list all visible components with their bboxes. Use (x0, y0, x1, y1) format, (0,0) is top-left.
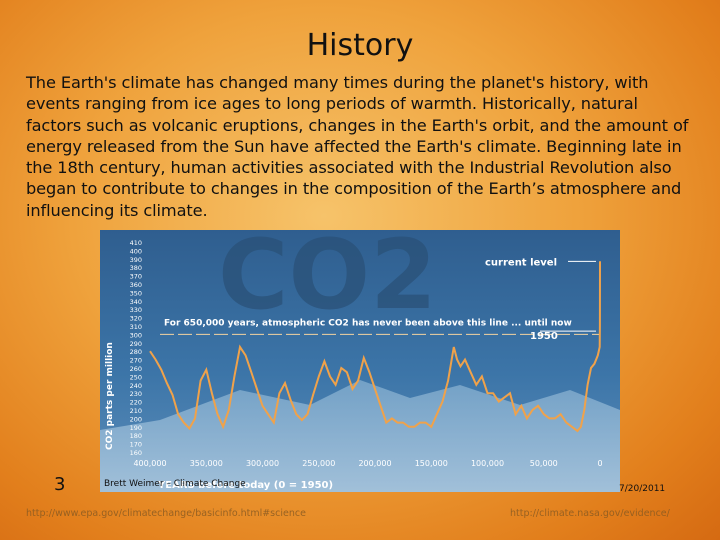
co2-history-chart: CO2 410 400 390 380 370 360 350 340 330 320 310 300… (100, 230, 620, 492)
footer-author: Brett Weimer – Climate Change (104, 479, 246, 489)
threshold-annotation: For 650,000 years, atmospheric CO2 has n… (164, 318, 572, 328)
y-tick-label: 210 (130, 407, 142, 415)
x-axis-ticks: 400,000 350,000 300,000 250,000 200,000 150,0… (133, 459, 602, 468)
x-tick-label: 50,000 (530, 459, 558, 468)
co2-background-text: CO2 (218, 230, 437, 331)
y-tick-label: 300 (130, 331, 142, 339)
iceberg-background (100, 380, 620, 492)
co2-series-line (149, 261, 601, 433)
y-axis-ticks: 4104003903803703603503403303203103002902… (130, 239, 142, 457)
y-tick-label: 310 (130, 323, 142, 331)
slide-title: History (306, 28, 414, 63)
y-tick-label: 170 (130, 441, 142, 449)
y-tick-label: 230 (130, 390, 142, 398)
y-tick-label: 260 (130, 365, 142, 373)
footer-date: 7/20/2011 (619, 484, 666, 494)
slide-number: 3 (54, 474, 66, 495)
x-axis-label: YEARS before today (0 = 1950) (157, 480, 333, 491)
x-tick-label: 250,000 (302, 459, 335, 468)
y-tick-label: 330 (130, 306, 142, 314)
y-tick-label: 320 (130, 315, 142, 323)
y-tick-label: 410 (130, 239, 142, 247)
x-tick-label: 150,000 (415, 459, 448, 468)
x-tick-label: 400,000 (133, 459, 166, 468)
y-tick-label: 220 (130, 399, 142, 407)
y-tick-label: 390 (130, 256, 142, 264)
x-tick-label: 0 (597, 459, 602, 468)
y-tick-label: 180 (130, 432, 142, 440)
y-tick-label: 380 (130, 264, 142, 272)
y-tick-label: 200 (130, 415, 142, 423)
x-tick-label: 100,000 (471, 459, 504, 468)
y-tick-label: 160 (130, 449, 142, 457)
co2-chart-svg: CO2 410400390380370360350340330320310300… (100, 230, 620, 492)
slide-body-text: The Earth's climate has changed many tim… (26, 73, 689, 220)
y-tick-label: 240 (130, 382, 142, 390)
y-tick-label: 280 (130, 348, 142, 356)
y-tick-label: 190 (130, 424, 142, 432)
source-link-epa[interactable]: http://www.epa.gov/climatechange/basicin… (26, 508, 306, 519)
y-axis-label: CO2 parts per million (105, 342, 115, 450)
current-level-label: current level (485, 257, 557, 268)
x-tick-label: 300,000 (246, 459, 279, 468)
y-tick-label: 270 (130, 357, 142, 365)
y-tick-label: 400 (130, 247, 142, 255)
y-tick-label: 370 (130, 273, 142, 281)
y-tick-label: 250 (130, 373, 142, 381)
y-tick-label: 360 (130, 281, 142, 289)
x-tick-label: 200,000 (358, 459, 391, 468)
source-link-nasa[interactable]: http://climate.nasa.gov/evidence/ (510, 508, 670, 519)
y-tick-label: 340 (130, 298, 142, 306)
x-tick-label: 350,000 (190, 459, 223, 468)
y-tick-label: 290 (130, 340, 142, 348)
label-1950: 1950 (530, 331, 558, 342)
y-tick-label: 350 (130, 289, 142, 297)
